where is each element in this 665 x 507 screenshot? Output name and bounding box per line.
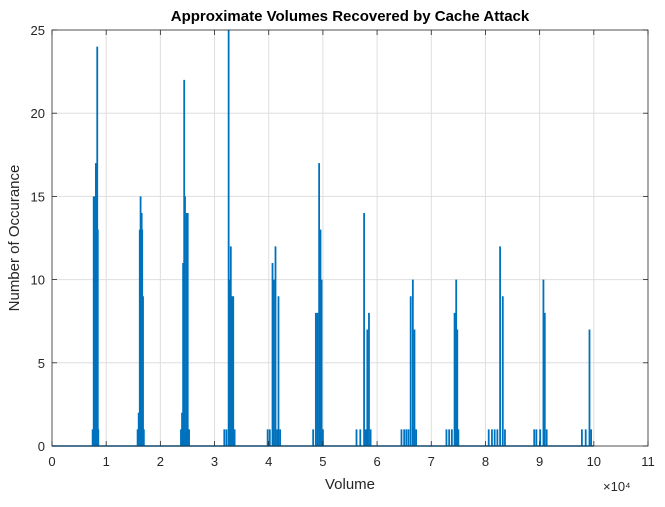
plot-area-frame (51, 29, 649, 447)
x-tick-label: 5 (319, 454, 326, 469)
x-tick-label: 7 (428, 454, 435, 469)
y-tick-label: 5 (38, 356, 45, 371)
x-tick-label: 10 (587, 454, 601, 469)
x-tick-label: 9 (536, 454, 543, 469)
axis-ticks: 0 1 2 3 4 5 6 7 8 9 10 11 0 5 10 15 20 25 (31, 23, 655, 469)
y-tick-label: 0 (38, 439, 45, 454)
y-tick-label: 10 (31, 273, 45, 288)
gridlines (52, 30, 648, 446)
x-tick-label: 3 (211, 454, 218, 469)
y-axis-label: Number of Occurance (6, 165, 23, 312)
y-tick-label: 20 (31, 106, 45, 121)
y-tick-label: 25 (31, 23, 45, 38)
x-tick-label: 6 (373, 454, 380, 469)
x-axis-label: Volume (325, 476, 375, 493)
x-tick-label: 0 (48, 454, 55, 469)
x-axis-exponent-label: ×10⁴ (603, 479, 631, 494)
x-tick-label: 8 (482, 454, 489, 469)
plot-area-background (52, 30, 648, 446)
y-tick-label: 15 (31, 189, 45, 204)
chart-title: Approximate Volumes Recovered by Cache A… (171, 8, 530, 25)
x-tick-label: 4 (265, 454, 272, 469)
x-tick-label: 2 (157, 454, 164, 469)
x-tick-label: 11 (641, 454, 655, 469)
x-tick-label: 1 (103, 454, 110, 469)
